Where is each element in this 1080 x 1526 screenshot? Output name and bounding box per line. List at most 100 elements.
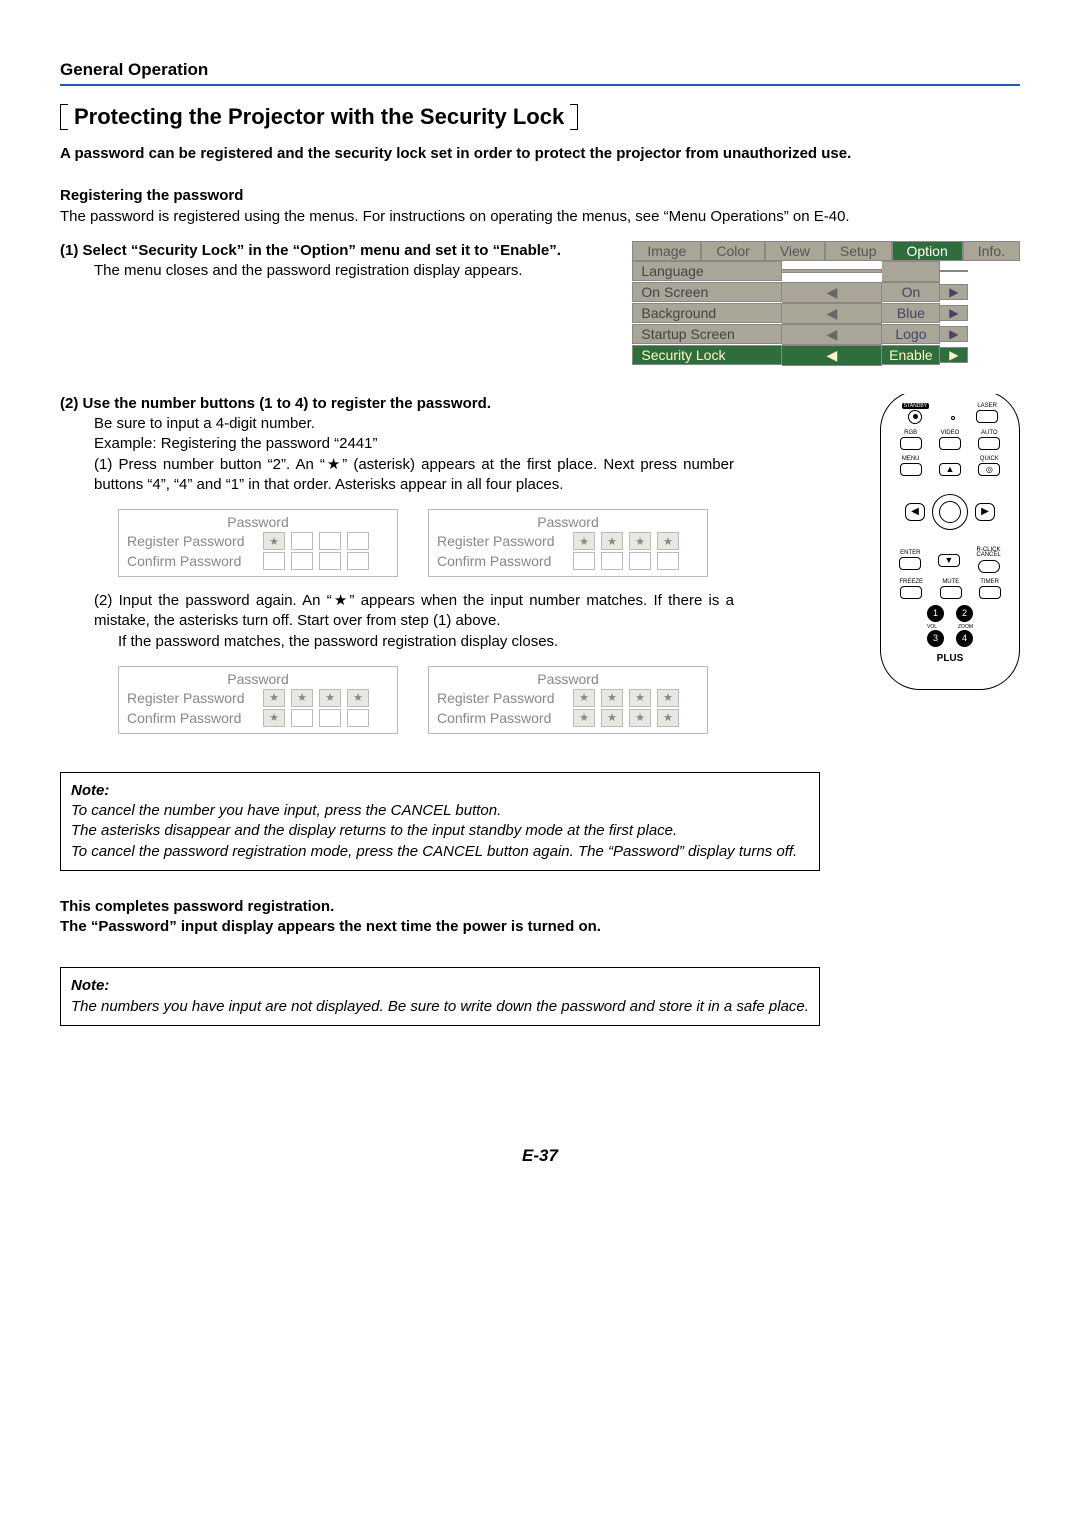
password-dialog: PasswordRegister Password★★★★Confirm Pas… (428, 666, 708, 734)
menu-button-icon (900, 463, 922, 476)
step2-sub1-num: (1) (94, 456, 112, 473)
num-1-icon: 1 (927, 605, 944, 622)
menu-row-label: Security Lock (632, 345, 782, 365)
laser-button-icon (976, 410, 998, 423)
left-button-icon: ◀ (905, 503, 925, 521)
pw-register-label: Register Password (127, 690, 257, 706)
note1-l3: To cancel the password registration mode… (71, 842, 809, 862)
dpad: ◀ ▶ (905, 482, 995, 542)
menu-body: Language↲On Screen◀On▶Background◀Blue▶St… (632, 261, 1020, 366)
menu-row-label: Language (632, 261, 782, 281)
num-3-icon: 3 (927, 630, 944, 647)
right-button-icon: ▶ (975, 503, 995, 521)
menu-row-right-arrow (940, 270, 968, 272)
video-label: VIDEO (941, 430, 960, 436)
password-dialogs-1: Password Register Password ★ Confirm Passwo… (118, 509, 860, 577)
menu-row-value: On (882, 282, 940, 302)
pw-cell: ★ (601, 709, 623, 727)
pw-title: Password (127, 514, 389, 530)
step2-area: STANDBY LASER RGB VIDEO AUTO MENU ▲ QUIC… (60, 394, 1020, 748)
page-number: E-37 (60, 1146, 1020, 1166)
pw-title: Password (437, 671, 699, 687)
menu-row-value: Blue (882, 303, 940, 323)
ir-dot-icon (951, 416, 955, 420)
pw-cell: ★ (573, 709, 595, 727)
menu-row: On Screen◀On▶ (632, 282, 1020, 303)
pw-register-label: Register Password (127, 533, 257, 549)
pw-cell: ★ (347, 689, 369, 707)
menu-row: Language ↲ (632, 261, 1020, 282)
step2-title: Use the number buttons (1 to 4) to regis… (83, 395, 491, 412)
section-header: General Operation (60, 60, 1020, 80)
pw-cell (657, 552, 679, 570)
num-4-icon: 4 (956, 630, 973, 647)
note1-l1: To cancel the number you have input, pre… (71, 801, 809, 821)
pw-cell: ★ (291, 689, 313, 707)
pw-cell: ★ (573, 689, 595, 707)
pw-cell: ★ (601, 689, 623, 707)
menu-row-right-arrow: ▶ (940, 305, 968, 321)
pw-cell (573, 552, 595, 570)
pw-cell: ★ (263, 689, 285, 707)
note1-l2: The asterisks disappear and the display … (71, 821, 809, 841)
pw-confirm-label: Confirm Password (127, 553, 257, 569)
menu-tab: Color (701, 241, 764, 261)
menu-row-right-arrow: ▶ (940, 347, 968, 363)
note2-header: Note: (71, 976, 809, 996)
menu-row-right-arrow: ▶ (940, 284, 968, 300)
timer-label: TIMER (980, 579, 999, 585)
complete-l1: This completes password registration. (60, 897, 1020, 917)
pw-cell: ★ (629, 709, 651, 727)
divider (60, 84, 1020, 86)
password-dialog: Password Register Password ★ Confirm Passwo… (118, 509, 398, 577)
pw-confirm-label: Confirm Password (437, 553, 567, 569)
registering-header: Registering the password (60, 187, 243, 204)
remote-illustration: STANDBY LASER RGB VIDEO AUTO MENU ▲ QUIC… (880, 394, 1020, 690)
enter-label: ENTER (900, 550, 920, 556)
rgb-button-icon (900, 437, 922, 450)
menu-row-value: Enable (882, 345, 940, 365)
menu-row-left-arrow: ◀ (782, 345, 882, 366)
title-row: Protecting the Projector with the Securi… (60, 104, 1020, 130)
standby-button-icon (908, 410, 922, 424)
intro-text: A password can be registered and the sec… (60, 144, 1020, 164)
pw-cell (291, 532, 313, 550)
password-dialogs-2: Password Register Password ★ ★ ★ ★ Confirm Pas… (118, 666, 860, 734)
up-button-icon: ▲ (939, 463, 961, 476)
pw-cell (319, 532, 341, 550)
quick-label: QUICK (980, 456, 999, 462)
step1-area: ImageColorViewSetupOptionInfo. Language ↲… (60, 241, 1020, 366)
pw-cell (347, 709, 369, 727)
note1-header: Note: (71, 781, 809, 801)
vol-label: VOL (927, 624, 937, 630)
mute-label: MUTE (942, 579, 959, 585)
pw-cell (291, 709, 313, 727)
pw-cell: ★ (657, 532, 679, 550)
pw-cell: ★ (263, 532, 285, 550)
menu-row-label: Background (632, 303, 782, 323)
pw-cell (319, 552, 341, 570)
step2-sub2-num: (2) (94, 592, 112, 609)
pw-confirm-label: Confirm Password (127, 710, 257, 726)
step1-body: The menu closes and the password registr… (94, 261, 523, 281)
step1-title: Select “Security Lock” in the “Option” m… (83, 242, 561, 259)
menu-tabs: ImageColorViewSetupOptionInfo. (632, 241, 1020, 261)
pw-cell (347, 552, 369, 570)
freeze-button-icon (900, 586, 922, 599)
menu-tab: Option (892, 241, 963, 261)
menu-row-left-arrow: ◀ (782, 324, 882, 345)
note2-body: The numbers you have input are not displ… (71, 997, 809, 1017)
cancel-label: R-CLICKCANCEL (976, 548, 1000, 559)
menu-row-value: ↲ (882, 261, 940, 282)
menu-row-label: Startup Screen (632, 324, 782, 344)
cancel-button-icon (978, 560, 1000, 573)
pw-cell (601, 552, 623, 570)
auto-label: AUTO (981, 430, 998, 436)
bracket-right (570, 104, 578, 130)
note-box-1: Note: To cancel the number you have inpu… (60, 772, 820, 871)
menu-row: Startup Screen◀Logo▶ (632, 324, 1020, 345)
plus-logo: PLUS (891, 653, 1009, 664)
menu-row-right-arrow: ▶ (940, 326, 968, 342)
menu-tab: View (765, 241, 825, 261)
pw-cell: ★ (573, 532, 595, 550)
